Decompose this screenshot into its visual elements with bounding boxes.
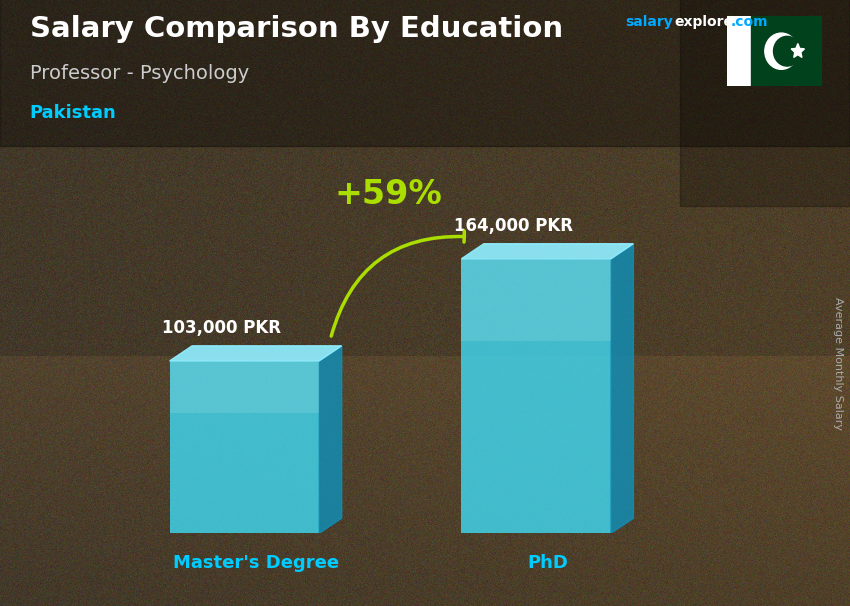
Polygon shape (462, 244, 633, 259)
Text: Master's Degree: Master's Degree (173, 554, 339, 573)
Bar (462, 259, 611, 341)
Text: explorer: explorer (674, 15, 740, 29)
Polygon shape (170, 346, 342, 361)
Text: Professor - Psychology: Professor - Psychology (30, 64, 249, 82)
Bar (170, 361, 320, 413)
Polygon shape (791, 44, 804, 58)
Text: PhD: PhD (527, 554, 568, 573)
Bar (0, 0, 850, 146)
Polygon shape (320, 346, 342, 533)
Polygon shape (611, 244, 633, 533)
Text: Salary Comparison By Education: Salary Comparison By Education (30, 15, 563, 43)
Circle shape (765, 33, 798, 69)
Polygon shape (751, 16, 822, 86)
Text: 103,000 PKR: 103,000 PKR (162, 319, 281, 337)
Text: Average Monthly Salary: Average Monthly Salary (833, 297, 843, 430)
Bar (462, 259, 611, 533)
Bar (170, 361, 320, 533)
Text: Pakistan: Pakistan (30, 104, 116, 122)
Text: 164,000 PKR: 164,000 PKR (454, 217, 573, 235)
Text: .com: .com (731, 15, 768, 29)
Text: salary: salary (625, 15, 672, 29)
Bar (680, 0, 850, 206)
Text: +59%: +59% (335, 178, 442, 211)
Polygon shape (727, 16, 751, 86)
Circle shape (774, 36, 801, 66)
